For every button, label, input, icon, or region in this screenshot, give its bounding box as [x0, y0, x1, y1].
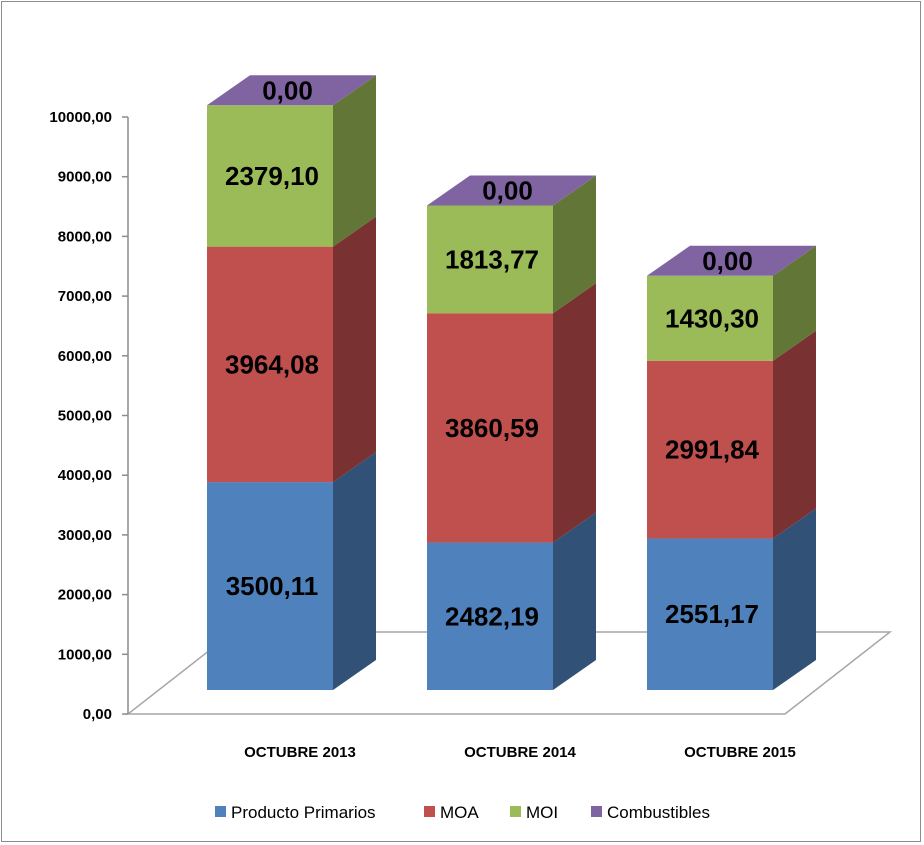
y-tick-label: 7000,00	[58, 288, 112, 305]
bar-segment-moi	[647, 245, 816, 361]
data-label: 3860,59	[445, 413, 539, 443]
bar-top	[647, 245, 816, 276]
bar-segment-moa	[207, 216, 376, 483]
legend-label: Producto Primarios	[231, 803, 376, 822]
data-label: 0,00	[702, 246, 753, 276]
bar-segment-moa	[647, 330, 816, 539]
bar-segment-combustibles	[647, 245, 816, 276]
bar-front	[647, 275, 773, 361]
bar-front	[207, 246, 333, 483]
legend-label: Combustibles	[607, 803, 710, 822]
data-label: 1430,30	[665, 303, 759, 333]
data-label: 2379,10	[225, 161, 319, 191]
legend-swatch	[591, 806, 602, 817]
legend-item: MOA	[424, 803, 479, 822]
bar-front	[647, 538, 773, 690]
bar-side	[773, 330, 816, 539]
legend-label: MOA	[440, 803, 479, 822]
legend-item: Producto Primarios	[215, 803, 376, 822]
bar-front	[427, 313, 553, 543]
y-tick-label: 5000,00	[58, 408, 112, 425]
bar-side	[773, 508, 816, 690]
bar-side	[553, 175, 596, 314]
data-label: 2551,17	[665, 599, 759, 629]
y-tick-label: 3000,00	[58, 527, 112, 544]
legend-item: MOI	[510, 803, 558, 822]
bar-segment-producto-primarios	[427, 512, 596, 690]
bar-top	[427, 175, 596, 206]
bar-segment-combustibles	[207, 75, 376, 106]
bar-front	[427, 205, 553, 314]
y-tick-label: 4000,00	[58, 467, 112, 484]
bar-side	[333, 75, 376, 247]
legend-swatch	[424, 806, 435, 817]
data-label: 2482,19	[445, 601, 539, 631]
data-label: 3500,11	[226, 571, 319, 601]
y-tick-label: 6000,00	[58, 348, 112, 365]
data-label: 1813,77	[445, 244, 539, 274]
x-tick-label: OCTUBRE 2013	[244, 744, 356, 761]
bar-front	[427, 542, 553, 690]
y-tick-label: 10000,00	[49, 109, 112, 126]
bar-side	[333, 216, 376, 483]
bar-segment-moi	[207, 75, 376, 247]
legend-swatch	[215, 806, 226, 817]
bar-front	[207, 105, 333, 247]
bar-segment-producto-primarios	[647, 508, 816, 690]
bar-segment-moa	[427, 283, 596, 543]
x-tick-label: OCTUBRE 2014	[464, 744, 576, 761]
data-label: 0,00	[482, 176, 533, 206]
bar-side	[333, 452, 376, 690]
legend-item: Combustibles	[591, 803, 710, 822]
y-tick-label: 9000,00	[58, 169, 112, 186]
bar-segment-producto-primarios	[207, 452, 376, 690]
bar-top	[207, 75, 376, 106]
bar-segment-combustibles	[427, 175, 596, 206]
bar-segment-moi	[427, 175, 596, 314]
bar-side	[553, 512, 596, 690]
y-tick-label: 2000,00	[58, 587, 112, 604]
bar-side	[773, 245, 816, 361]
y-tick-label: 1000,00	[58, 646, 112, 663]
data-label: 3964,08	[225, 349, 319, 379]
chart-floor	[125, 631, 893, 715]
data-label: 0,00	[262, 75, 313, 105]
legend-label: MOI	[526, 803, 558, 822]
x-tick-label: OCTUBRE 2015	[684, 744, 796, 761]
y-tick-label: 8000,00	[58, 228, 112, 245]
bar-side	[553, 283, 596, 543]
data-label: 2991,84	[665, 435, 760, 465]
bar-front	[647, 360, 773, 539]
y-tick-label: 0,00	[83, 706, 112, 723]
bar-front	[207, 482, 333, 690]
legend-swatch	[510, 806, 521, 817]
